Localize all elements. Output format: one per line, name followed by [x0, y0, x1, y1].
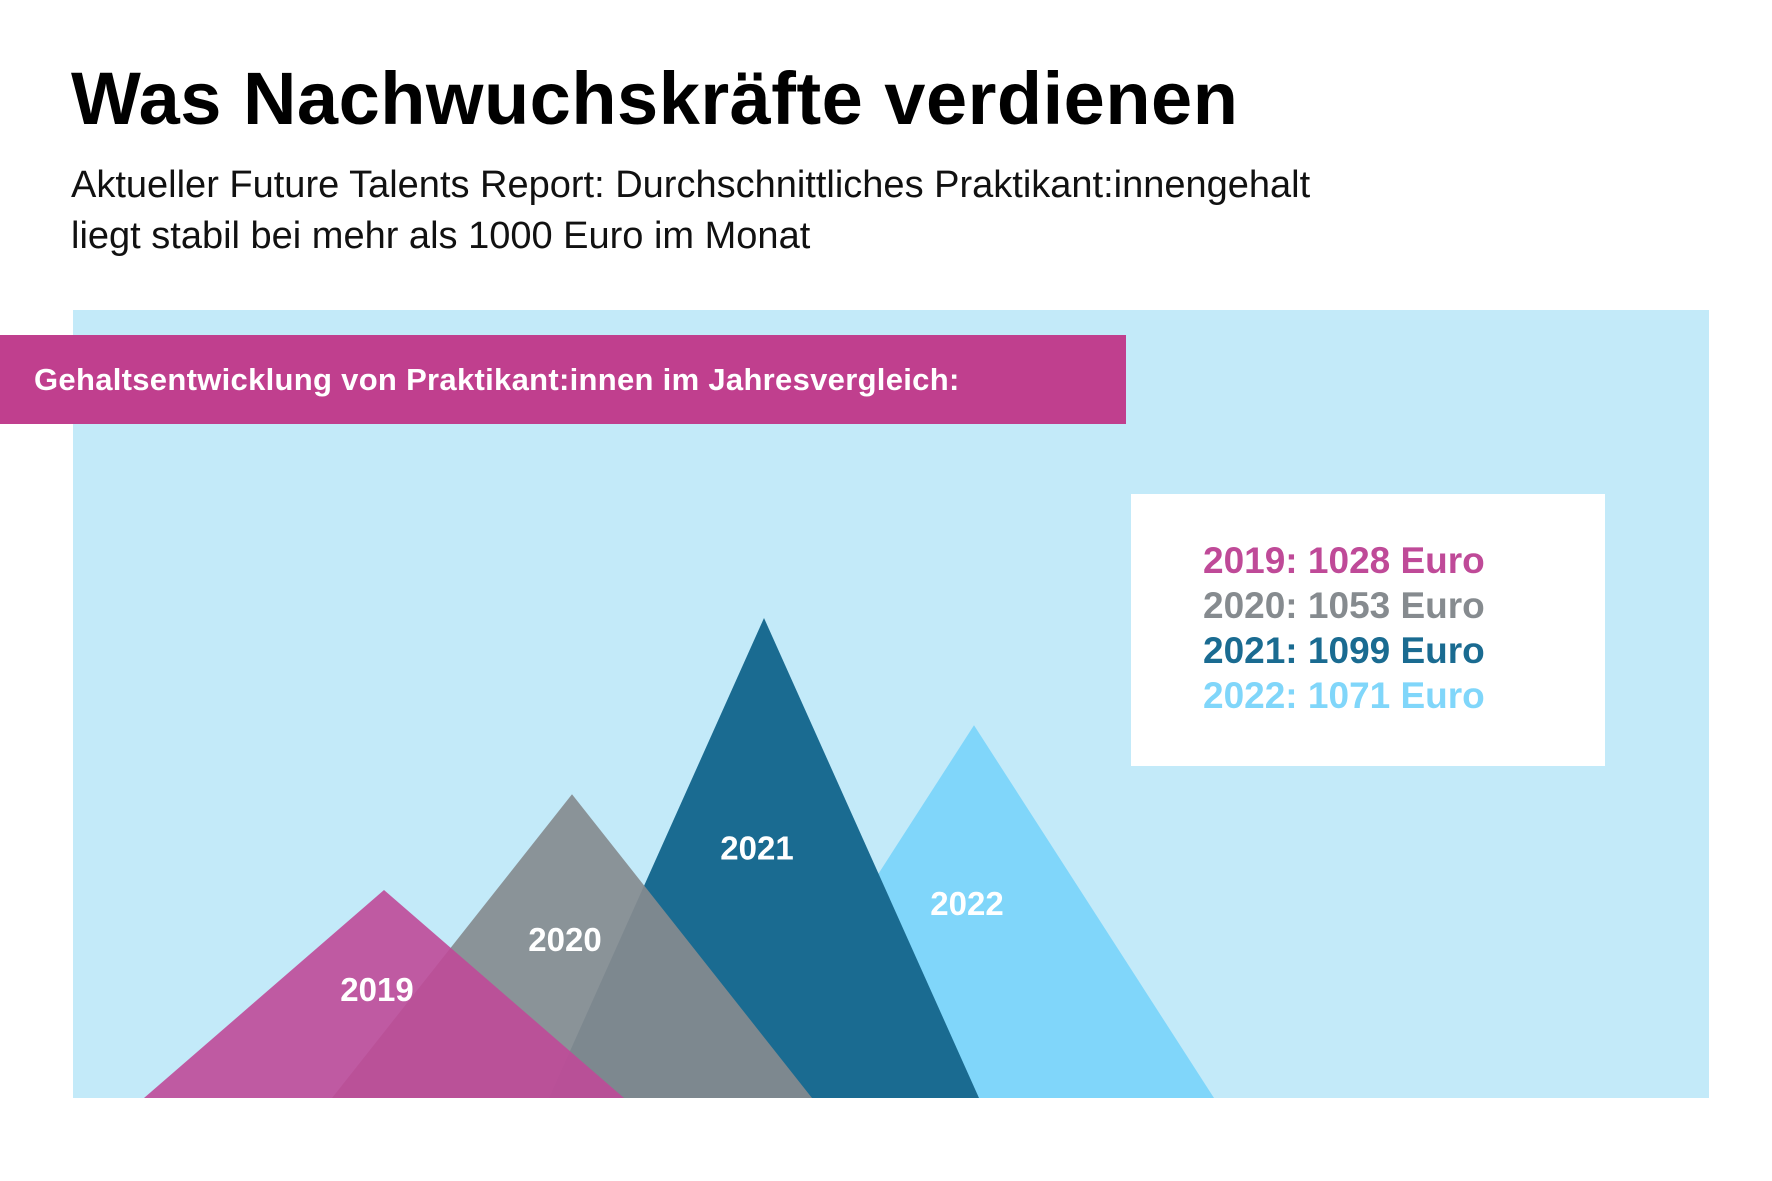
triangle-labels: 2019 2020 2021 2022 [340, 829, 1003, 1007]
legend-item-2020: 2020: 1053 Euro [1203, 585, 1485, 626]
page-title: Was Nachwuchskräfte verdienen [71, 57, 1239, 140]
triangle-marks [144, 618, 1214, 1098]
triangle-label-2021: 2021 [720, 829, 793, 866]
chart-title: Gehaltsentwicklung von Praktikant:innen … [34, 362, 960, 397]
page-subtitle: Aktueller Future Talents Report: Durchsc… [71, 160, 1521, 262]
legend-item-2022: 2022: 1071 Euro [1203, 675, 1485, 716]
subtitle-line-2: liegt stabil bei mehr als 1000 Euro im M… [71, 215, 811, 257]
triangle-label-2019: 2019 [340, 971, 413, 1008]
subtitle-line-1: Aktueller Future Talents Report: Durchsc… [71, 164, 1311, 206]
triangle-2019 [144, 890, 624, 1098]
legend-item-2019: 2019: 1028 Euro [1203, 540, 1485, 581]
triangle-label-2022: 2022 [930, 885, 1003, 922]
triangle-label-2020: 2020 [528, 921, 601, 958]
chart-title-band: Gehaltsentwicklung von Praktikant:innen … [0, 335, 1126, 424]
legend-item-2021: 2021: 1099 Euro [1203, 630, 1485, 671]
legend-list: 2019: 1028 Euro 2020: 1053 Euro 2021: 1099… [1203, 538, 1485, 718]
legend: 2019: 1028 Euro 2020: 1053 Euro 2021: 1099… [1131, 494, 1605, 766]
